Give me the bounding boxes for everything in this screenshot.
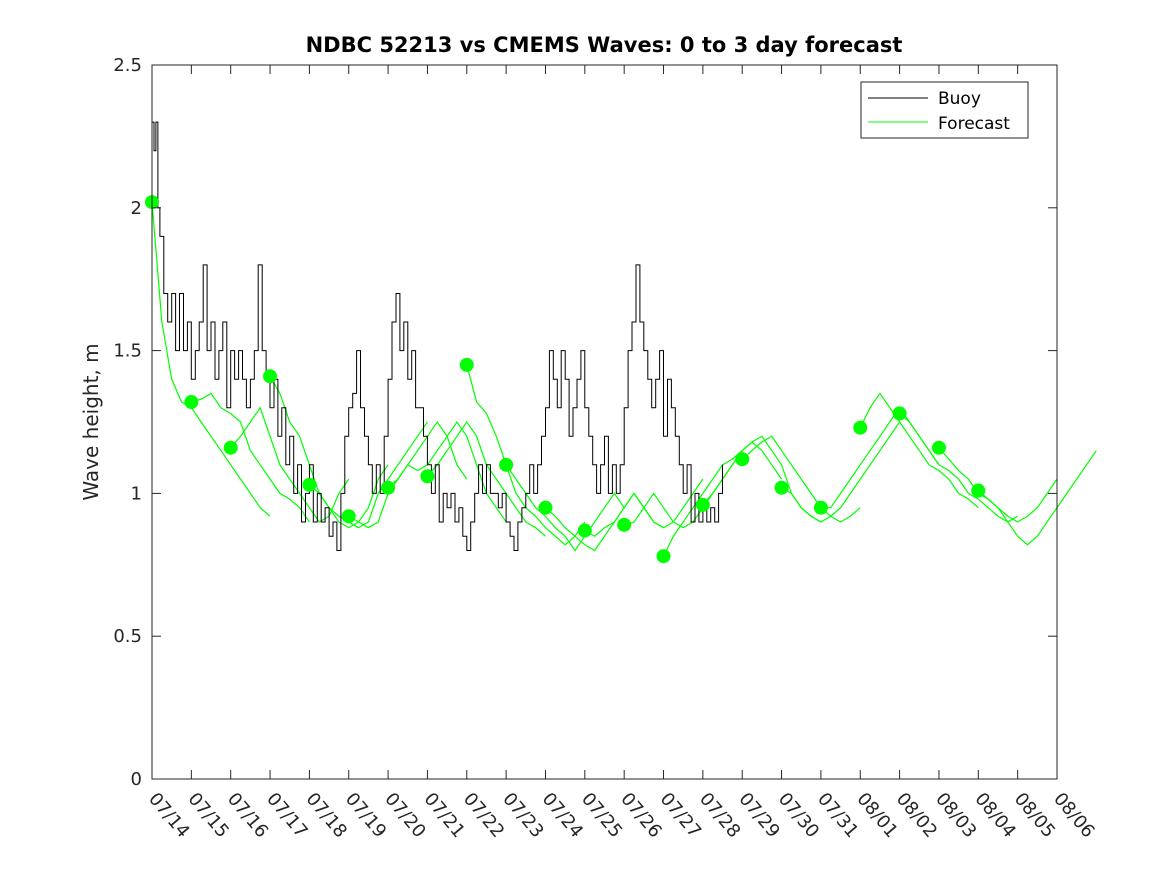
- y-tick-label: 1.5: [113, 341, 142, 362]
- x-tick-label: 07/30: [774, 789, 823, 842]
- x-tick-label: 07/29: [734, 789, 783, 842]
- forecast-start-marker: [381, 480, 396, 495]
- forecast-run-line: [191, 392, 310, 523]
- y-axis-ticks: 0 0.5 1 1.5 2 2.5: [113, 55, 1057, 790]
- forecast-run-line: [820, 406, 940, 509]
- forecast-start-marker: [263, 369, 278, 384]
- x-tick-label: 07/18: [302, 789, 351, 842]
- x-tick-label: 07/21: [420, 789, 469, 842]
- legend-box: [860, 81, 1029, 139]
- forecast-start-marker: [499, 457, 514, 472]
- x-tick-label: 07/19: [341, 789, 390, 842]
- forecast-run-line: [781, 421, 901, 523]
- x-tick-label: 07/23: [498, 789, 547, 842]
- y-axis-label: Wave height, m: [79, 343, 103, 500]
- forecast-start-marker: [971, 483, 986, 498]
- x-tick-label: 07/15: [184, 789, 233, 842]
- forecast-start-marker: [184, 395, 199, 410]
- y-tick-label: 1: [131, 483, 142, 504]
- x-tick-label: 07/16: [223, 789, 272, 842]
- x-tick-label: 07/14: [144, 789, 193, 842]
- y-tick-label: 0.5: [113, 626, 142, 647]
- forecast-run-line: [741, 435, 861, 523]
- forecast-start-marker: [853, 420, 868, 435]
- forecast-start-marker: [931, 440, 946, 455]
- forecast-start-marker: [774, 480, 789, 495]
- forecast-start-marker: [420, 469, 435, 484]
- forecast-start-marker: [538, 500, 553, 515]
- forecast-start-marker: [695, 497, 710, 512]
- legend: Buoy Forecast: [860, 81, 1029, 139]
- x-tick-label: 07/17: [262, 789, 311, 842]
- forecast-start-marker: [892, 406, 907, 421]
- x-tick-label: 08/06: [1049, 789, 1098, 842]
- forecast-run-line: [977, 450, 1097, 546]
- forecast-start-marker: [617, 517, 632, 532]
- chart-title: NDBC 52213 vs CMEMS Waves: 0 to 3 day fo…: [306, 33, 903, 57]
- y-tick-label: 2.5: [113, 55, 142, 76]
- forecast-run-line: [899, 412, 1018, 523]
- legend-buoy-label: Buoy: [938, 89, 981, 109]
- forecast-start-marker: [302, 477, 317, 492]
- forecast-run-line: [466, 364, 586, 546]
- x-tick-label: 08/01: [852, 789, 901, 842]
- x-tick-label: 08/02: [892, 789, 941, 842]
- forecast-run-line: [269, 376, 389, 529]
- y-tick-label: 0: [131, 769, 142, 790]
- x-axis-ticks: 07/1407/1507/1607/1707/1807/1907/2007/21…: [144, 65, 1099, 842]
- plot-area: [145, 121, 1097, 564]
- forecast-start-marker: [459, 357, 474, 372]
- legend-forecast-label: Forecast: [938, 114, 1010, 134]
- forecast-start-marker: [813, 500, 828, 515]
- x-tick-label: 07/20: [380, 789, 429, 842]
- forecast-start-marker: [223, 440, 238, 455]
- x-tick-label: 08/03: [931, 789, 980, 842]
- forecast-start-marker: [577, 523, 592, 538]
- x-tick-label: 07/25: [577, 789, 626, 842]
- forecast-run-line: [545, 492, 664, 552]
- buoy-line: [152, 121, 723, 551]
- forecast-start-marker: [656, 549, 671, 564]
- forecast-run-line: [151, 202, 271, 517]
- x-tick-label: 07/27: [656, 789, 705, 842]
- forecast-run-line: [662, 441, 783, 557]
- forecast-run-line: [938, 447, 1058, 523]
- forecast-run-line: [859, 392, 979, 509]
- x-tick-label: 08/04: [970, 789, 1019, 842]
- x-tick-label: 08/05: [1010, 789, 1059, 842]
- y-tick-label: 2: [131, 198, 142, 219]
- x-tick-label: 07/26: [616, 789, 665, 842]
- x-tick-label: 07/24: [538, 789, 587, 842]
- x-tick-label: 07/22: [459, 789, 508, 842]
- forecast-start-marker: [341, 509, 356, 524]
- x-tick-label: 07/28: [695, 789, 744, 842]
- x-tick-label: 07/31: [813, 789, 862, 842]
- forecast-start-marker: [735, 452, 750, 467]
- plot-frame: [151, 64, 1058, 780]
- forecast-run-line: [348, 420, 468, 529]
